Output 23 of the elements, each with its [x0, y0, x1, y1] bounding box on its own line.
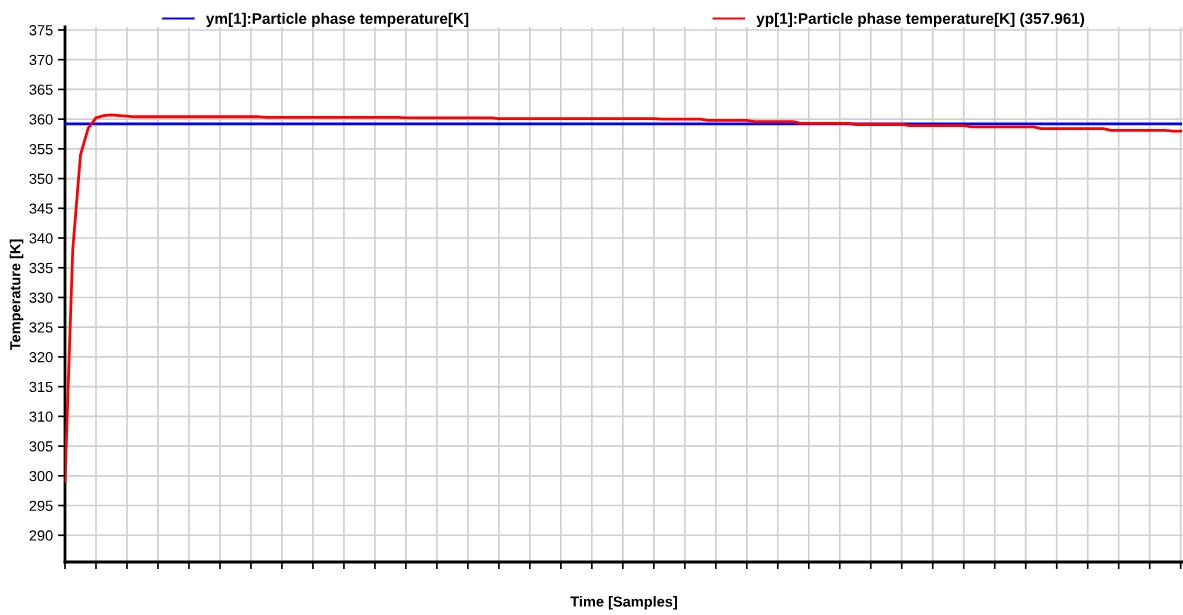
y-axis-title: Temperature [K]: [9, 239, 24, 351]
y-tick-label: 295: [29, 500, 53, 511]
y-tick-label: 325: [29, 322, 53, 333]
y-tick-label: 365: [29, 84, 53, 95]
y-tick-label: 340: [29, 233, 53, 244]
y-tick-label: 350: [29, 173, 53, 185]
y-tick-label: 330: [29, 292, 53, 303]
y-tick-label: 335: [29, 262, 53, 274]
y-tick-label: 375: [29, 25, 53, 36]
y-tick-label: 320: [29, 352, 53, 363]
y-tick-label: 345: [29, 203, 53, 214]
legend-label: ym[1]:Particle phase temperature[K]: [206, 12, 469, 27]
y-tick-label: 315: [29, 381, 53, 393]
y-tick-label: 305: [29, 441, 53, 452]
y-tick-label: 370: [29, 54, 53, 66]
legend-label: yp[1]:Particle phase temperature[K] (357.961): [756, 12, 1085, 27]
x-axis-title: Time [Samples]: [570, 596, 677, 610]
y-tick-label: 360: [29, 114, 53, 125]
y-tick-label: 355: [29, 143, 53, 155]
y-tick-label: 290: [29, 530, 53, 541]
line-series: [65, 113, 1183, 484]
y-tick-label: 310: [29, 411, 53, 422]
y-tick-label: 300: [29, 470, 53, 482]
